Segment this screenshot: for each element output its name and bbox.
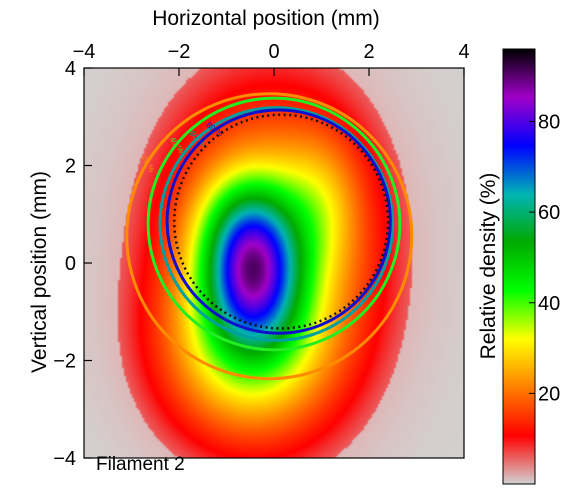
panel-annotation: Filament 2 [96,454,185,475]
heatmap-plot: 20 %40 % 60 %80 % [84,68,464,458]
dotted-reference-circle [173,113,390,330]
colorbar-gradient [502,48,536,485]
contour-20-percent [125,92,414,381]
colorbar-title: Relative density (%) [477,173,500,360]
contour-80-percent [165,108,392,335]
colorbar-tick-label: 20 [538,383,560,405]
x-axis-ticks: −4 −2 0 2 4 [73,41,470,76]
contour-60-percent [158,106,395,342]
colorbar-tick-label: 40 [538,293,560,315]
density-heatmap [84,68,464,458]
x-tick-label: 4 [458,41,469,63]
contour-40-percent [146,96,402,352]
y-tick-label: 4 [65,58,76,80]
y-tick-label: 0 [65,253,76,275]
x-tick-label: 2 [363,41,374,63]
colorbar: 20 40 60 80 Relative density (%) [477,48,560,485]
colorbar-ticks: 20 40 60 80 [529,112,560,405]
x-tick-label: −2 [168,41,191,63]
colorbar-tick-label: 60 [538,202,560,224]
x-tick-label: −4 [73,41,96,63]
y-axis-title: Vertical position (mm) [28,171,51,373]
y-tick-label: −2 [53,351,76,373]
y-axis-ticks: 4 2 0 −2 −4 [53,58,92,470]
colorbar-tick-label: 80 [538,112,560,134]
x-tick-label: 0 [268,41,279,63]
y-tick-label: −4 [53,448,76,470]
x-axis-title: Horizontal position (mm) [152,7,380,30]
y-tick-label: 2 [65,156,76,178]
